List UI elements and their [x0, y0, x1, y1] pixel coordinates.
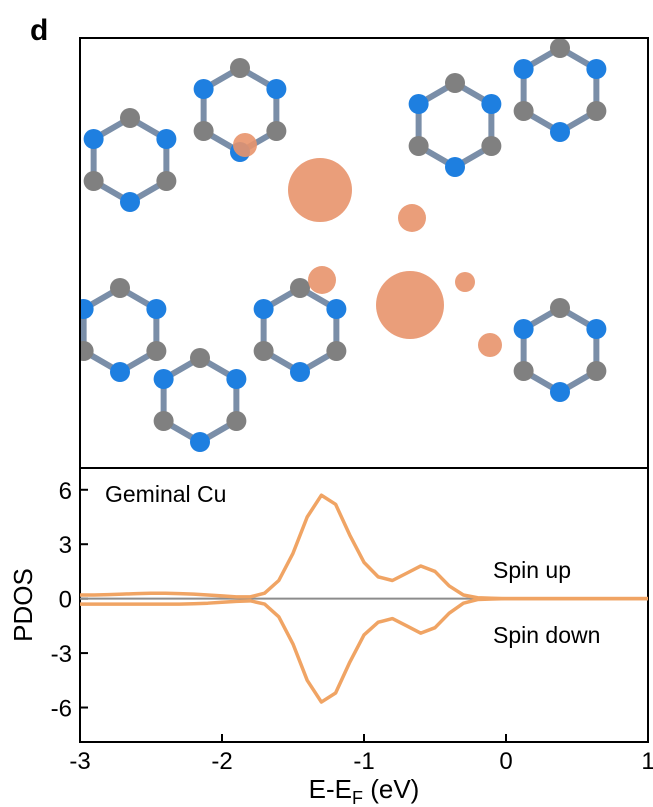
atom	[514, 101, 534, 121]
atom	[226, 411, 246, 431]
molecule-structure	[74, 38, 607, 452]
x-label-unit: (eV)	[363, 774, 419, 804]
atom	[586, 319, 606, 339]
atom	[550, 382, 570, 402]
atom	[190, 348, 210, 368]
orbital-lobe	[376, 271, 444, 339]
orbital-lobe	[288, 158, 352, 222]
atom	[326, 341, 346, 361]
atom	[445, 73, 465, 93]
atom	[409, 94, 429, 114]
atom	[226, 369, 246, 389]
atom	[120, 108, 140, 128]
panel-label: d	[30, 14, 48, 47]
atom	[290, 362, 310, 382]
orbital-lobe	[455, 272, 475, 292]
atom	[266, 121, 286, 141]
atom	[409, 136, 429, 156]
annotation: Geminal Cu	[105, 481, 226, 507]
x-tick-label: 1	[641, 748, 653, 775]
atom	[266, 79, 286, 99]
atom	[146, 299, 166, 319]
atom	[156, 171, 176, 191]
atom	[110, 278, 130, 298]
atom	[156, 129, 176, 149]
atom	[74, 341, 94, 361]
atom	[326, 299, 346, 319]
annotation: Spin up	[493, 557, 571, 583]
orbital-lobe	[398, 204, 426, 232]
atom	[445, 157, 465, 177]
x-label-main: E-E	[309, 774, 352, 804]
x-axis-label: E-EF (eV)	[309, 774, 420, 807]
orbital-lobe	[478, 333, 502, 357]
x-tick-label: -2	[211, 748, 232, 775]
atom	[110, 362, 130, 382]
x-tick-label: -1	[353, 748, 374, 775]
atom	[84, 129, 104, 149]
atom	[254, 341, 274, 361]
x-label-sub: F	[352, 788, 363, 807]
atom	[194, 121, 214, 141]
atom	[254, 299, 274, 319]
atom	[514, 59, 534, 79]
y-tick-label: 0	[59, 587, 72, 614]
atom	[146, 341, 166, 361]
x-tick-label: -3	[69, 748, 90, 775]
y-tick-label: 6	[59, 478, 72, 505]
orbital-lobe	[233, 133, 257, 157]
y-tick-label: 3	[59, 532, 72, 559]
atom	[154, 411, 174, 431]
annotation: Spin down	[493, 622, 600, 648]
atom	[230, 58, 250, 78]
atom	[514, 361, 534, 381]
y-tick-label: -3	[51, 641, 72, 668]
y-axis-label: PDOS	[8, 568, 38, 642]
atom	[586, 59, 606, 79]
atom	[550, 38, 570, 58]
atom	[550, 122, 570, 142]
x-tick-label: 0	[499, 748, 512, 775]
atom	[481, 94, 501, 114]
atom	[74, 299, 94, 319]
orbital-lobe	[308, 266, 336, 294]
atom	[84, 171, 104, 191]
atom	[481, 136, 501, 156]
atom	[586, 101, 606, 121]
atom	[154, 369, 174, 389]
atom	[190, 432, 210, 452]
pdos-line	[80, 495, 648, 598]
y-tick-label: -6	[51, 696, 72, 723]
atom	[120, 192, 140, 212]
atom	[514, 319, 534, 339]
atom	[290, 278, 310, 298]
atom	[194, 79, 214, 99]
figure: d Geminal Cu Spin up Spin down PDOS E-EF…	[0, 0, 653, 807]
pdos-line	[80, 599, 648, 702]
atom	[550, 298, 570, 318]
atom	[586, 361, 606, 381]
